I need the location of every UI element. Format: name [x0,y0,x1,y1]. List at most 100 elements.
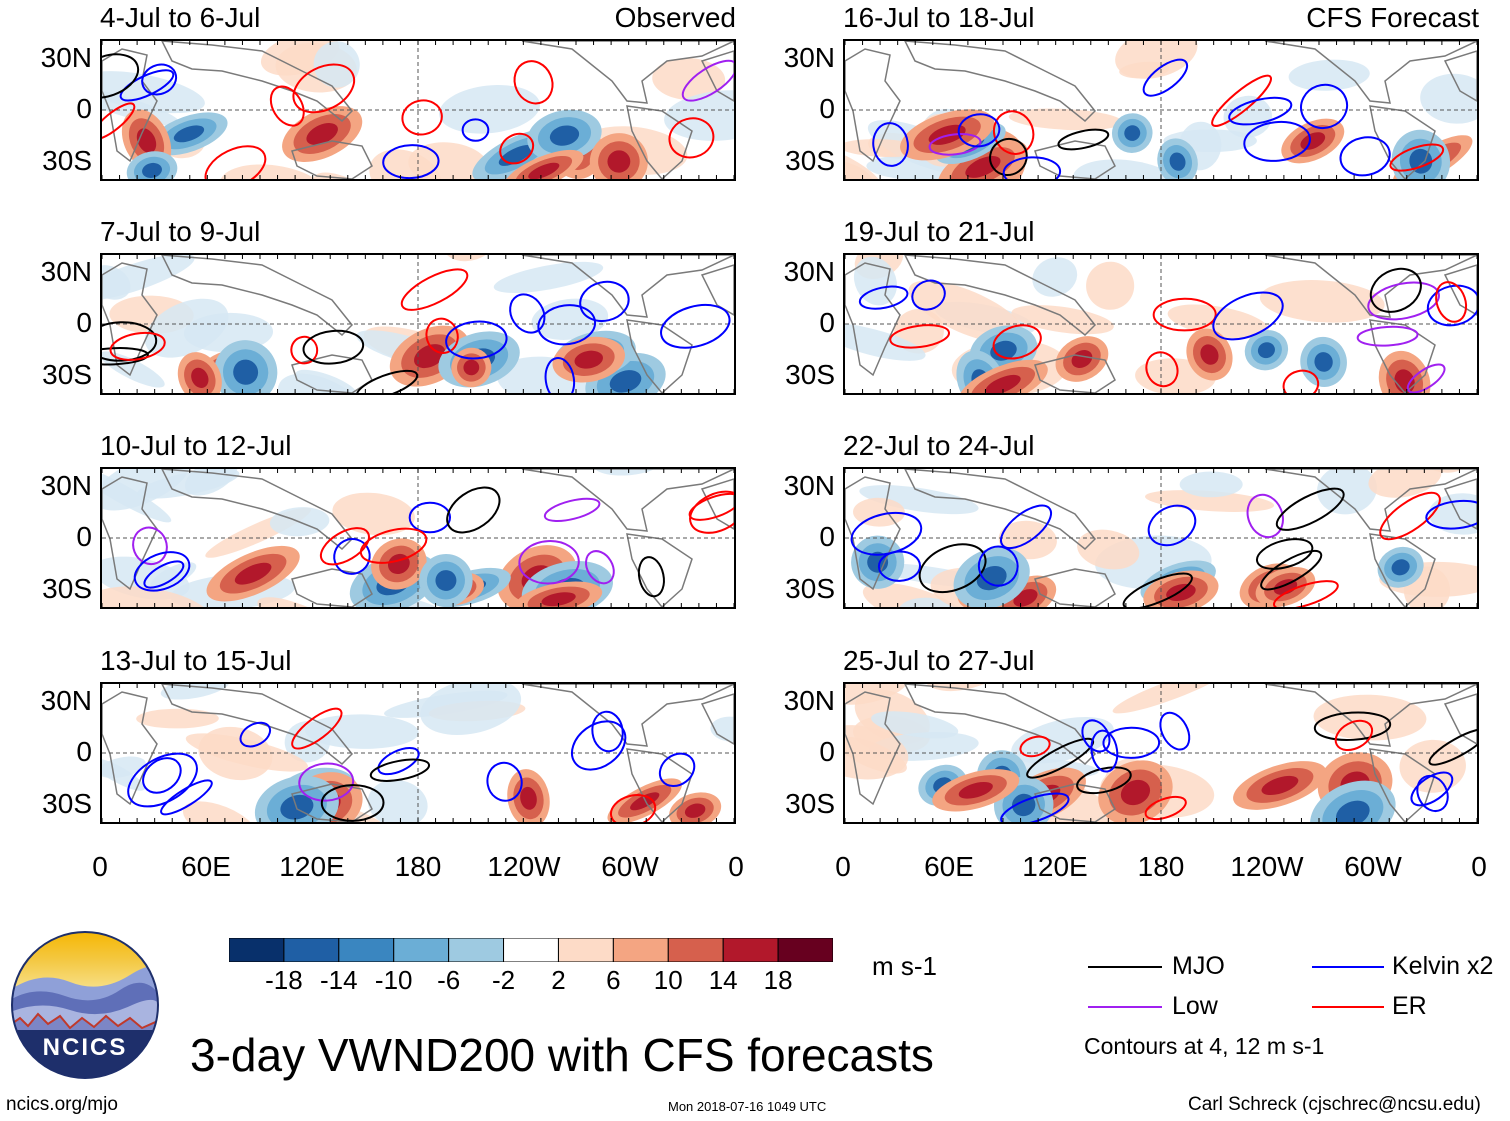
longitude-label: 0 [835,851,851,882]
latitude-label: 30N [40,685,92,716]
colorbar-tick-label: 6 [606,965,621,995]
legend-er-line [1312,1006,1384,1008]
map-field [102,255,734,393]
anomaly-map [843,682,1479,824]
colorbar-tick-label: -14 [320,965,358,995]
longitude-label: 120W [487,851,561,882]
colorbar-swatch [667,937,724,963]
panel-date-title: 10-Jul to 12-Jul [100,430,292,461]
legend-mjo-line [1088,966,1162,968]
latitude-label: 0 [819,307,835,338]
latitude-label: 30S [42,359,92,390]
latitude-label: 30N [40,42,92,73]
timestamp: Mon 2018-07-16 1049 UTC [668,1099,827,1114]
anomaly-map [100,467,736,609]
latitude-label: 30N [783,470,835,501]
panel-date-title: 7-Jul to 9-Jul [100,216,261,247]
legend-er-label: ER [1392,992,1427,1020]
colorbar-swatch [722,937,779,963]
colorbar [228,937,834,963]
colorbar-swatch [338,937,395,963]
latitude-label: 0 [76,307,92,338]
map-field [845,469,1477,607]
map-field [845,684,1477,822]
longitude-label: 0 [728,851,744,882]
legend-low-line [1088,1006,1162,1008]
longitude-label: 180 [1137,851,1185,882]
panel-date-title: 16-Jul to 18-Jul [843,2,1035,33]
latitude-label: 30S [785,359,835,390]
figure-title: 3-day VWND200 with CFS forecasts [190,1029,934,1081]
latitude-label: 30S [785,573,835,604]
latitude-label: 30S [42,145,92,176]
colorbar-swatch [283,937,340,963]
colorbar-swatch [503,937,559,963]
map-field [102,469,734,607]
legend-kelvin-line [1312,966,1384,968]
colorbar-tick-label: -18 [265,965,303,995]
map-field [845,255,1477,393]
latitude-label: 0 [76,93,92,124]
ncics-logo: NCICS [10,930,160,1080]
colorbar-swatch [777,937,834,963]
legend-kelvin-label: Kelvin x2 [1392,952,1494,980]
latitude-label: 0 [76,736,92,767]
latitude-label: 30N [40,256,92,287]
longitude-label: 120E [1022,851,1088,882]
longitude-label: 60E [924,851,974,882]
legend-low-label: Low [1172,992,1218,1020]
anomaly-map [100,39,736,181]
longitude-label: 120W [1230,851,1304,882]
panel-date-title: 22-Jul to 24-Jul [843,430,1035,461]
longitude-label: 0 [92,851,108,882]
colorbar-tick-label: 14 [708,965,738,995]
latitude-label: 30N [783,685,835,716]
colorbar-tick-label: -10 [374,965,413,995]
latitude-label: 0 [76,521,92,552]
longitude-label: 180 [394,851,442,882]
colorbar-tick-label: 10 [653,965,683,995]
latitude-label: 30N [783,256,835,287]
latitude-label: 30S [785,145,835,176]
longitude-label: 120E [279,851,345,882]
anomaly-map [843,39,1479,181]
legend-mjo-label: MJO [1172,952,1225,980]
author-credit: Carl Schreck (cjschrec@ncsu.edu) [1188,1094,1481,1115]
anomaly-map [100,253,736,395]
panel-date-title: 4-Jul to 6-Jul [100,2,261,33]
legend-contours-note: Contours at 4, 12 m s-1 [1084,1033,1325,1059]
anomaly-map [100,682,736,824]
colorbar-swatches [228,937,834,963]
longitude-label: 60W [1344,851,1402,882]
colorbar-swatch [393,937,450,963]
anomaly-map [843,253,1479,395]
latitude-label: 30S [42,788,92,819]
map-field [102,684,734,822]
colorbar-swatch [612,937,669,963]
latitude-label: 0 [819,521,835,552]
longitude-label: 0 [1471,851,1487,882]
source-url[interactable]: ncics.org/mjo [6,1094,118,1115]
latitude-label: 30S [42,573,92,604]
panel-source-label: Observed [614,2,736,33]
panel-date-title: 13-Jul to 15-Jul [100,645,292,676]
logo-text: NCICS [42,1034,128,1061]
map-field [102,41,734,179]
colorbar-units: m s-1 [872,951,937,981]
colorbar-swatch [557,937,614,963]
anomaly-map [843,467,1479,609]
longitude-label: 60E [181,851,231,882]
latitude-label: 0 [819,93,835,124]
colorbar-swatch [228,937,285,963]
panel-source-label: CFS Forecast [1306,2,1479,33]
latitude-label: 0 [819,736,835,767]
longitude-label: 60W [601,851,659,882]
latitude-label: 30S [785,788,835,819]
latitude-label: 30N [783,42,835,73]
colorbar-swatch [448,937,505,963]
panel-date-title: 25-Jul to 27-Jul [843,645,1035,676]
latitude-label: 30N [40,470,92,501]
colorbar-tick-label: 18 [763,965,793,995]
colorbar-tick-label: -6 [437,965,461,995]
map-field [845,41,1477,179]
